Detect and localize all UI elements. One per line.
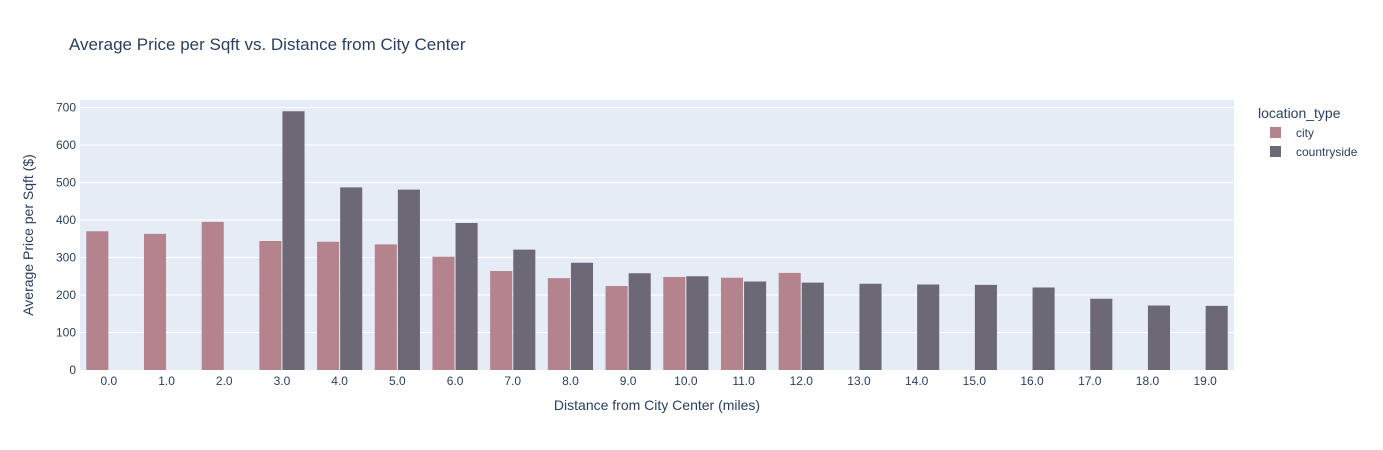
bar-city [778,272,801,370]
bar-countryside [917,284,940,370]
bar-city [663,277,686,370]
bar-city [720,277,744,370]
legend-label-countryside[interactable]: countryside [1296,145,1358,159]
bar-city [201,221,224,370]
bar-city [605,286,628,370]
x-tick-label: 16.0 [1020,374,1044,388]
legend-swatch-countryside[interactable] [1270,146,1281,157]
y-tick-labels: 0 100 200 300 400 500 600 700 [56,101,76,378]
x-tick-label: 12.0 [790,374,814,388]
bar-city [143,233,167,370]
x-tick-label: 19.0 [1193,374,1217,388]
x-tick-label: 14.0 [905,374,929,388]
y-tick-label: 700 [56,101,76,115]
y-tick-label: 400 [56,213,76,227]
y-tick-label: 200 [56,288,76,302]
bar-city [432,256,455,370]
legend-swatch-city[interactable] [1270,127,1281,138]
bar-countryside [282,111,305,370]
plot-area [80,100,1234,370]
y-tick-label: 0 [69,363,76,377]
y-tick-label: 600 [56,138,76,152]
bar-countryside [340,187,363,370]
bar-countryside [513,249,536,370]
bar-countryside [628,273,651,370]
bar-city [86,231,109,370]
bar-countryside [686,276,709,370]
x-tick-label: 3.0 [274,374,291,388]
x-tick-labels: 0.0 1.0 2.0 3.0 4.0 5.0 6.0 7.0 8.0 9.0 10.0 11.0 12… [101,374,1218,388]
legend-label-city[interactable]: city [1296,126,1314,140]
chart-title: Average Price per Sqft vs. Distance from… [69,35,466,54]
bar-countryside [1032,287,1055,370]
bar-countryside [1090,298,1113,370]
x-tick-label: 18.0 [1136,374,1160,388]
x-tick-label: 2.0 [216,374,233,388]
bar-countryside [744,281,767,370]
bar-city [259,241,282,370]
y-tick-label: 500 [56,176,76,190]
x-tick-label: 4.0 [331,374,348,388]
x-tick-label: 5.0 [389,374,406,388]
x-tick-label: 1.0 [158,374,175,388]
bar-countryside [1147,305,1171,370]
x-tick-label: 10.0 [674,374,698,388]
x-tick-label: 8.0 [562,374,579,388]
bar-countryside [570,262,594,370]
y-axis-title: Average Price per Sqft ($) [20,154,36,316]
bar-countryside [1205,305,1228,370]
bar-city [317,241,340,370]
bar-city [490,271,513,370]
bar-countryside [801,282,824,370]
y-tick-label: 300 [56,251,76,265]
y-tick-label: 100 [56,326,76,340]
bars [86,111,1228,370]
x-tick-label: 0.0 [101,374,118,388]
x-tick-label: 6.0 [447,374,464,388]
bar-countryside [455,223,478,370]
x-tick-label: 15.0 [963,374,987,388]
x-tick-label: 9.0 [620,374,637,388]
bar-countryside [974,284,997,370]
x-tick-label: 13.0 [847,374,871,388]
bar-countryside [397,189,420,370]
x-tick-label: 17.0 [1078,374,1102,388]
bar-city [547,278,570,370]
legend-title: location_type [1258,105,1341,121]
bar-countryside [859,283,882,370]
x-tick-label: 11.0 [732,374,755,388]
legend: location_type city countryside [1258,105,1358,159]
x-tick-label: 7.0 [504,374,521,388]
bar-city [374,244,397,370]
x-axis-title: Distance from City Center (miles) [554,397,760,413]
